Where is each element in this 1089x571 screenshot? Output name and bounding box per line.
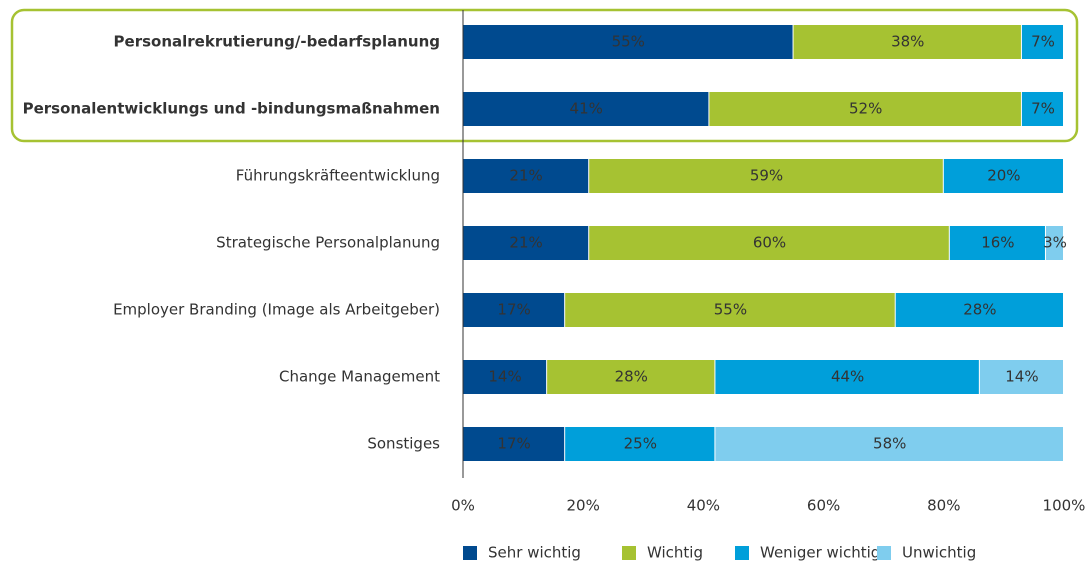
bar-segment <box>943 159 1063 193</box>
category-label: Personalentwicklungs und -bindungsmaßnah… <box>23 100 440 118</box>
bar-segment <box>463 360 547 394</box>
bar-segment <box>1021 25 1063 59</box>
bar-segment <box>895 293 1063 327</box>
bar-segment <box>589 226 949 260</box>
value-label: 16% <box>981 234 1014 252</box>
value-label: 59% <box>750 167 783 185</box>
bar-segment <box>949 226 1045 260</box>
value-label: 58% <box>873 435 906 453</box>
bar-segment <box>565 427 715 461</box>
value-label: 25% <box>624 435 657 453</box>
bar-segment <box>565 293 895 327</box>
value-label: 3% <box>1043 234 1067 252</box>
value-label: 28% <box>963 301 996 319</box>
legend-label: Unwichtig <box>902 544 976 562</box>
value-label: 52% <box>849 100 882 118</box>
bar-segment <box>547 360 715 394</box>
bar-segment <box>463 226 589 260</box>
bar-segment <box>709 92 1021 126</box>
bar-segment <box>463 293 565 327</box>
x-tick-label: 0% <box>451 497 475 515</box>
legend-swatch <box>735 546 749 560</box>
legend-label: Weniger wichtig <box>760 544 880 562</box>
category-label: Personalrekrutierung/-bedarfsplanung <box>114 33 440 51</box>
legend-swatch <box>463 546 477 560</box>
bar-segment <box>793 25 1021 59</box>
x-tick-label: 20% <box>567 497 600 515</box>
value-label: 28% <box>615 368 648 386</box>
category-label: Employer Branding (Image als Arbeitgeber… <box>113 301 440 319</box>
highlight-box <box>10 8 1079 143</box>
value-label: 20% <box>987 167 1020 185</box>
bar-segment <box>1021 92 1063 126</box>
category-label: Strategische Personalplanung <box>216 234 440 252</box>
value-label: 38% <box>891 33 924 51</box>
x-tick-label: 80% <box>927 497 960 515</box>
value-label: 14% <box>1005 368 1038 386</box>
bar-segment <box>979 360 1063 394</box>
bar-segment <box>463 92 709 126</box>
value-label: 55% <box>612 33 645 51</box>
value-label: 21% <box>509 234 542 252</box>
value-label: 14% <box>488 368 521 386</box>
category-label: Sonstiges <box>367 435 440 453</box>
x-tick-label: 60% <box>807 497 840 515</box>
value-label: 17% <box>497 301 530 319</box>
category-label: Führungskräfteentwicklung <box>236 167 440 185</box>
value-label: 60% <box>753 234 786 252</box>
x-tick-label: 100% <box>1043 497 1086 515</box>
legend-swatch <box>622 546 636 560</box>
bar-segment <box>463 159 589 193</box>
value-label: 21% <box>509 167 542 185</box>
bar-segment <box>715 360 979 394</box>
x-tick-label: 40% <box>687 497 720 515</box>
value-label: 7% <box>1031 33 1055 51</box>
value-label: 44% <box>831 368 864 386</box>
legend-label: Sehr wichtig <box>488 544 581 562</box>
legend-swatch <box>877 546 891 560</box>
bar-segment <box>1045 226 1063 260</box>
bar-segment <box>589 159 943 193</box>
legend-label: Wichtig <box>647 544 703 562</box>
bar-segment <box>463 25 793 59</box>
value-label: 41% <box>570 100 603 118</box>
bar-segment <box>715 427 1063 461</box>
value-label: 7% <box>1031 100 1055 118</box>
value-label: 17% <box>497 435 530 453</box>
category-label: Change Management <box>279 368 440 386</box>
value-label: 55% <box>714 301 747 319</box>
bar-segment <box>463 427 565 461</box>
